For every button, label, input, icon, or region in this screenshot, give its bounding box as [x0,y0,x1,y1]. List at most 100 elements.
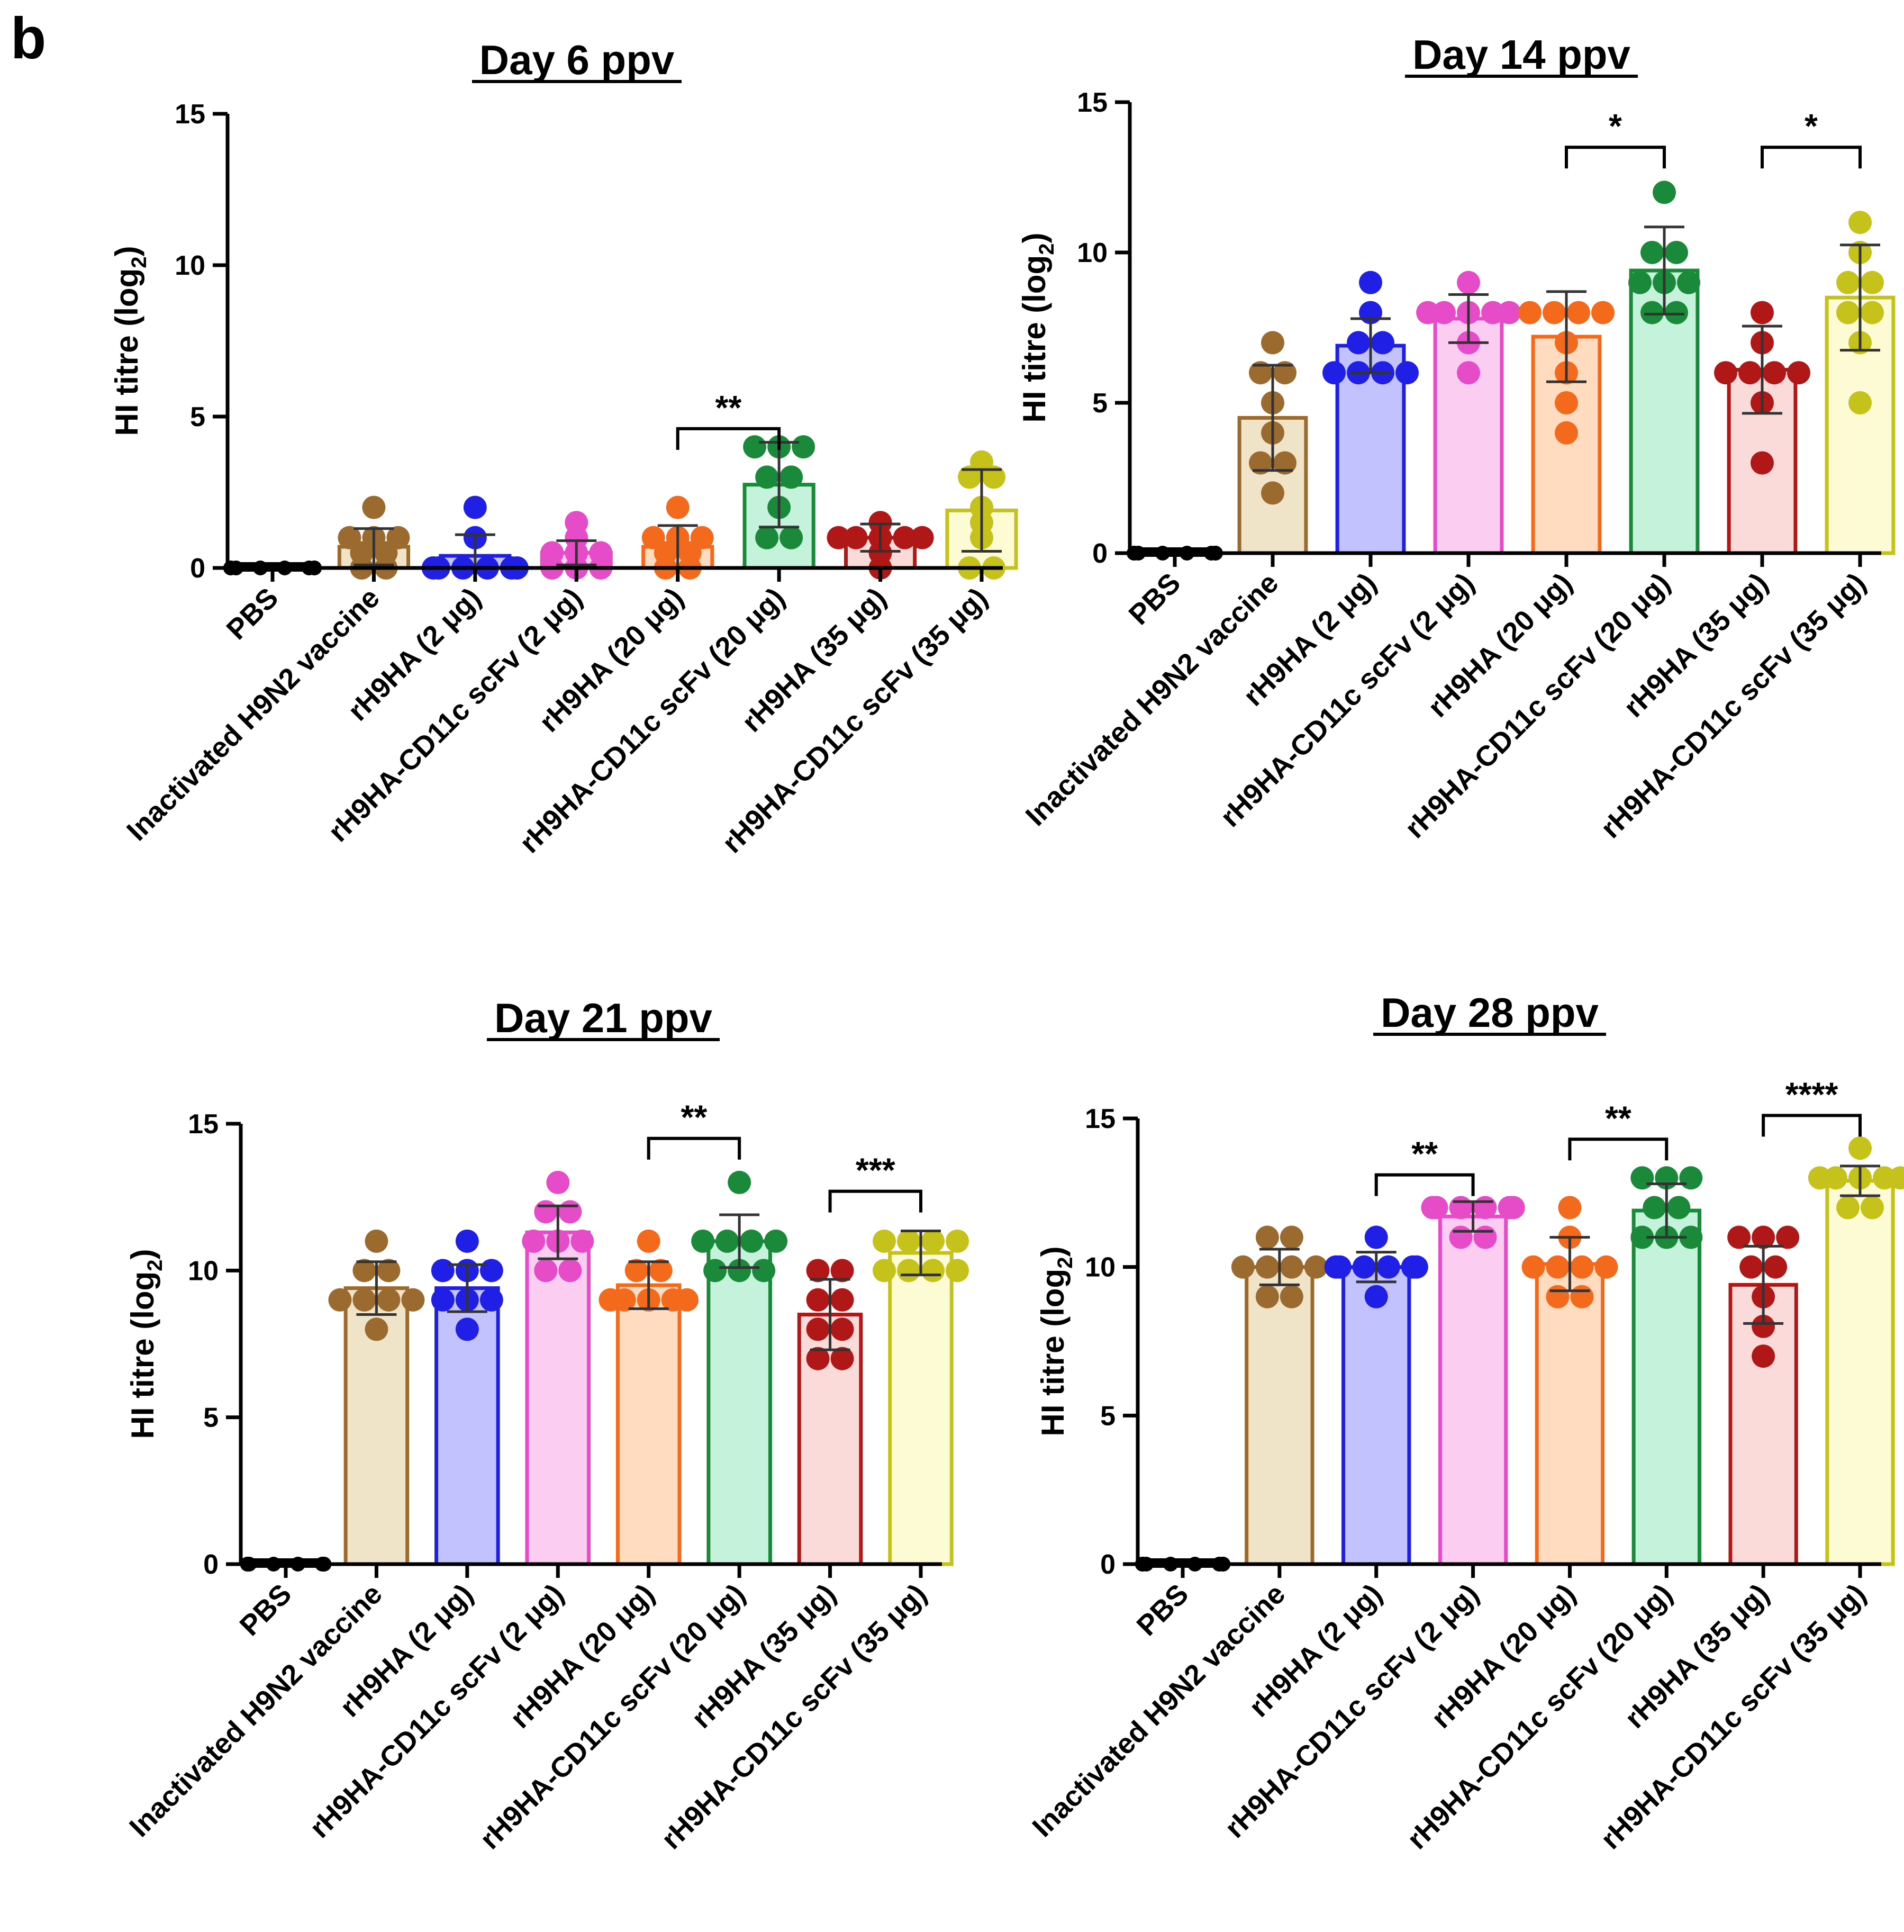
data-point [792,435,815,459]
data-point [1594,1255,1618,1279]
data-point [654,541,677,565]
data-point [1667,1196,1691,1220]
y-tick-label: 0 [190,553,205,584]
data-point [1665,301,1688,324]
data-point [1764,1255,1788,1279]
bar-3 [1341,1265,1411,1566]
data-point [1364,1225,1388,1249]
data-point [1555,421,1578,445]
chart-title: Day 21 ppv [494,995,712,1041]
data-point [910,526,934,549]
bar-4 [1433,317,1504,555]
data-point [1752,1225,1775,1249]
data-point [1861,1196,1884,1220]
y-tick-label: 15 [1085,1104,1116,1134]
data-point [624,1259,648,1283]
data-point [534,1200,558,1224]
bar-2 [1245,1265,1314,1566]
data-point [479,1259,503,1283]
data-point [1273,451,1296,475]
data-point [779,465,803,489]
data-point [1255,1225,1279,1249]
data-point [1889,1166,1904,1190]
data-point [649,1259,673,1283]
data-point [830,1259,854,1283]
data-point [1395,361,1419,385]
data-point [352,1288,376,1312]
data-point [1231,1255,1255,1279]
data-point [1280,1285,1303,1308]
data-point [546,1170,570,1194]
data-point [1304,1255,1328,1279]
data-point [666,495,690,519]
y-tick-label: 5 [1092,388,1108,419]
bar-8 [888,1251,954,1566]
data-point [1473,1225,1497,1249]
panel-label: b [11,6,46,71]
data-point [728,1259,751,1283]
data-point [715,1229,739,1253]
data-point [612,1288,636,1312]
chart-title: Day 28 ppv [1381,989,1599,1036]
data-point [540,541,564,565]
y-tick-label: 15 [188,1109,219,1140]
data-point [637,1229,660,1253]
data-point [1273,361,1296,385]
data-point [1521,1255,1545,1279]
data-point [970,450,993,474]
data-point [1570,1285,1594,1308]
bar-6 [706,1239,772,1566]
data-point [1653,180,1676,204]
data-point [830,1288,854,1312]
data-point [1848,391,1872,414]
data-point [1824,1166,1847,1190]
data-point [764,1229,788,1253]
y-axis-label: HI titre (log2) [125,1249,167,1439]
data-point [675,1288,699,1312]
data-point [868,541,892,565]
data-point [1347,331,1370,355]
data-point [1555,391,1578,414]
bar-3 [1335,344,1406,555]
data-point [946,1229,969,1253]
significance-label: ** [715,389,742,427]
data-point [897,1229,920,1253]
y-tick-label: 5 [1100,1401,1116,1431]
data-point [1280,1255,1303,1279]
data-point [755,526,779,549]
y-tick-label: 5 [203,1403,219,1433]
bar-4 [525,1230,591,1566]
data-point [1714,361,1737,385]
data-point [740,1229,764,1253]
significance-label: **** [1785,1075,1838,1113]
data-point [1497,301,1521,324]
data-point [431,1259,455,1283]
bar-8 [1825,1179,1895,1566]
data-point [1364,1285,1388,1308]
data-point [1679,1225,1703,1249]
data-point [570,1229,594,1253]
data-point [558,1259,582,1283]
data-point [1738,361,1762,385]
data-point [1518,301,1542,324]
data-point [565,511,588,535]
data-point [365,1317,388,1341]
data-point [522,1229,546,1253]
data-point [1751,451,1774,475]
data-point [1640,301,1664,324]
data-point [1359,270,1382,294]
data-point [1376,1255,1400,1279]
data-point [1752,1344,1775,1368]
data-point [1261,331,1284,355]
significance-label: *** [856,1151,895,1189]
significance-label: * [1805,107,1818,145]
data-point [1404,1255,1428,1279]
data-point [921,1259,945,1283]
data-point [678,541,702,565]
x-tick-label: PBS [1123,567,1187,631]
data-point [1567,301,1590,324]
data-point [703,1259,727,1283]
data-point [806,1288,830,1312]
significance-bracket [828,1189,922,1213]
